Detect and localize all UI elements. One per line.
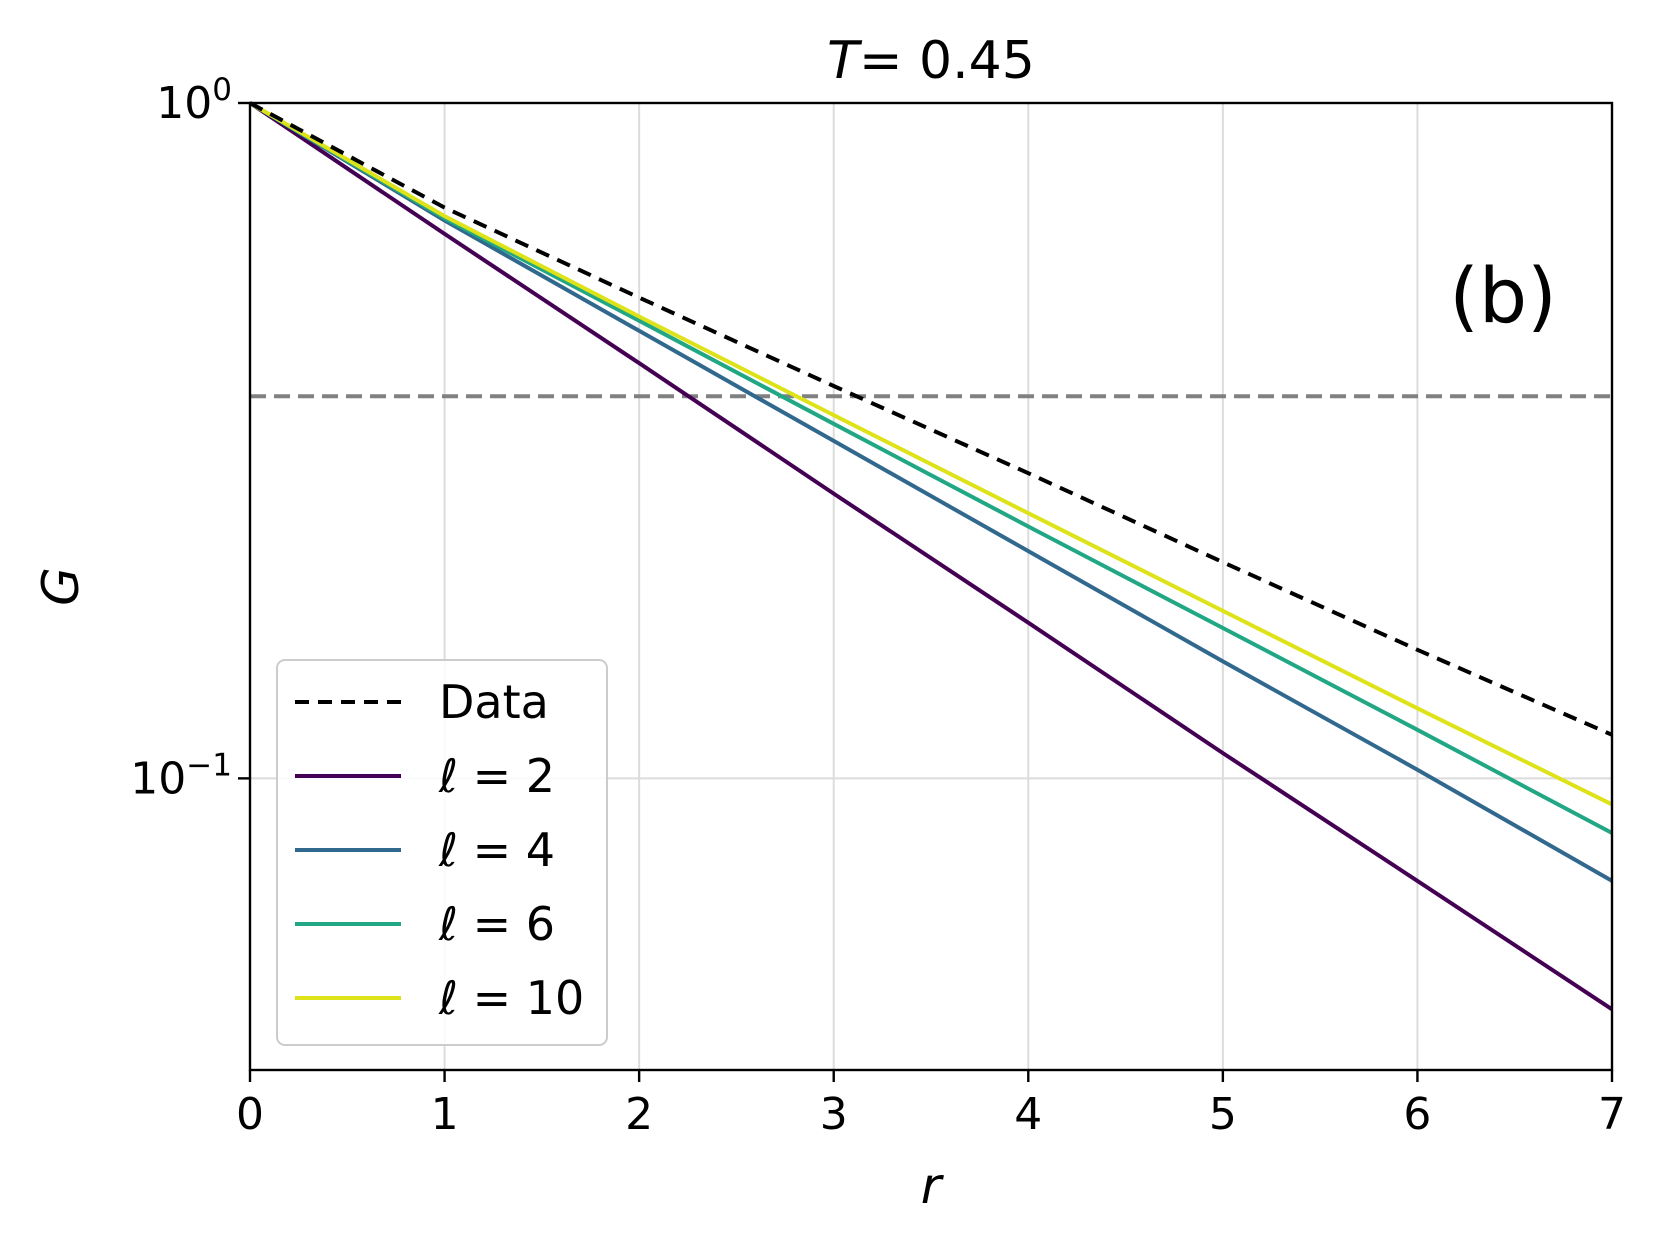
- series-line: [248, 101, 1613, 883]
- title-variable: T: [827, 31, 863, 91]
- plot-frame: [248, 101, 1614, 1072]
- x-axis-ticks: 0 1 2 3 4 5 6 7: [236, 1070, 1626, 1140]
- series-line: [248, 101, 1613, 835]
- legend-items: Data ℓ = 2 ℓ = 4 ℓ = 6 ℓ = 10: [295, 675, 584, 1025]
- legend-box: [276, 659, 608, 1046]
- legend-label: Data: [439, 675, 549, 729]
- x-tick-label: 2: [625, 1089, 653, 1140]
- chart-title: T= 0.45: [827, 31, 1035, 91]
- x-tick-label: 5: [1209, 1089, 1237, 1140]
- series-lines: [248, 101, 1614, 1011]
- panel-label: (b): [1449, 251, 1557, 340]
- title-value: = 0.45: [859, 31, 1035, 91]
- legend: Data ℓ = 2 ℓ = 4 ℓ = 6 ℓ = 10: [276, 659, 608, 1046]
- x-tick-label: 0: [236, 1089, 264, 1140]
- y-tick-label: 100: [156, 72, 232, 129]
- series-line: [249, 101, 1613, 737]
- y-tick-label: 10−1: [130, 747, 232, 804]
- legend-label: ℓ = 4: [438, 823, 555, 877]
- legend-label: ℓ = 10: [438, 971, 584, 1025]
- legend-label: ℓ = 6: [438, 897, 555, 951]
- legend-label: ℓ = 2: [438, 749, 555, 803]
- y-axis-ticks: 100 10−1: [130, 72, 250, 804]
- x-tick-label: 6: [1403, 1089, 1431, 1140]
- series-line: [248, 101, 1613, 807]
- y-axis-label: G: [32, 567, 90, 606]
- series-line: [248, 101, 1614, 1011]
- x-axis-label: r: [921, 1157, 945, 1215]
- x-tick-label: 3: [820, 1089, 848, 1140]
- x-tick-label: 7: [1598, 1089, 1626, 1140]
- x-tick-label: 4: [1014, 1089, 1042, 1140]
- x-tick-label: 1: [431, 1089, 459, 1140]
